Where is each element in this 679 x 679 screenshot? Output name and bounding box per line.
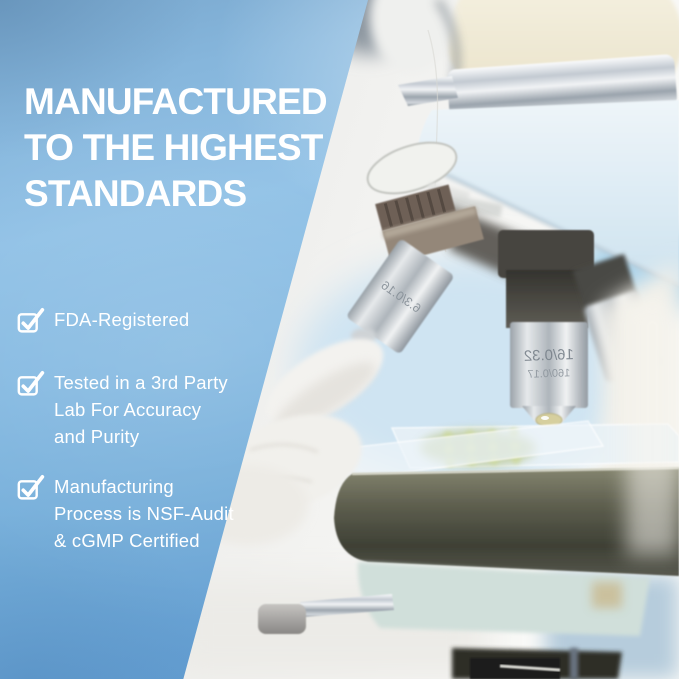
nosepiece-disc (366, 141, 458, 195)
pillar-veil (626, 300, 679, 556)
arm-underside-shadow (414, 158, 679, 288)
stage-rod (300, 594, 394, 617)
microscope-arm (415, 100, 679, 286)
main-objective-marking: 16/0.32 (524, 346, 575, 365)
check-icon (17, 475, 45, 500)
check-icon (17, 371, 45, 396)
base-tan-patch (592, 582, 622, 608)
stage (334, 468, 679, 576)
arm-clip (449, 195, 503, 218)
checklist-item-tested: Tested in a 3rd Party Lab For Accuracy a… (17, 369, 228, 450)
headline-line: MANUFACTURED (24, 81, 328, 122)
left-objective-barrel (347, 240, 453, 353)
substage-glint (499, 664, 561, 672)
left-objective-collar-highlight (382, 206, 478, 239)
glove-finger-shade (275, 362, 376, 430)
headline-line: TO THE HIGHEST (24, 127, 323, 168)
substage-rod (570, 648, 578, 679)
lens-glint (541, 416, 549, 420)
checklist-item-label: Manufacturing Process is NSF-Audit & cGM… (54, 476, 234, 551)
base (357, 562, 650, 636)
main-objective-marking-2: 160/0.17 (527, 367, 570, 380)
checklist-item-label: Tested in a 3rd Party Lab For Accuracy a… (54, 372, 228, 447)
page-title: MANUFACTURED TO THE HIGHEST STANDARDS (24, 79, 328, 217)
main-objective-mount (498, 230, 594, 278)
check-icon (17, 308, 45, 333)
collar-lever (398, 76, 458, 106)
checklist-item-label: FDA-Registered (54, 309, 190, 330)
left-objective-knurl (375, 184, 456, 232)
stage-top-highlight (351, 466, 679, 476)
checklist-item-fda: FDA-Registered (17, 306, 189, 333)
checklist-item-manufacturing: Manufacturing Process is NSF-Audit & cGM… (17, 473, 234, 554)
stage-rod-knob (258, 604, 306, 634)
headline-line: STANDARDS (24, 173, 247, 214)
eyepiece-tube (370, 0, 454, 73)
main-objective-dark (506, 270, 588, 328)
main-objective-chrome (510, 322, 588, 408)
